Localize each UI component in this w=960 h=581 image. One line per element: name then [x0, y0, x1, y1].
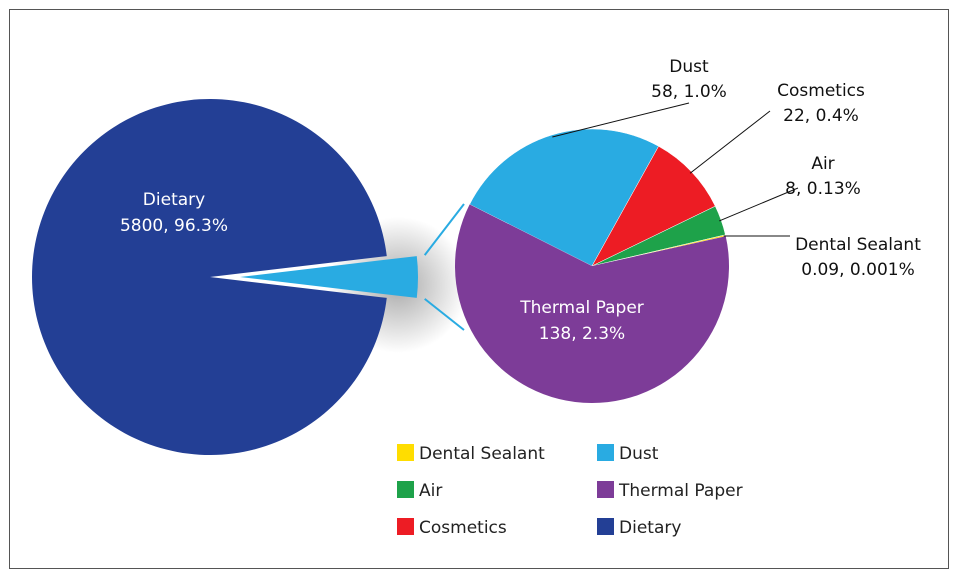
legend-swatch-air: [397, 481, 414, 498]
label-cosmetics-name: Cosmetics: [777, 81, 865, 101]
leader-lines: [552, 102, 799, 237]
legend-label-dietary: Dietary: [619, 518, 681, 538]
legend-swatch-dietary: [597, 518, 614, 535]
label-thermal-name: Thermal Paper: [519, 298, 644, 318]
connector-lines: [423, 203, 465, 331]
label-dust-name: Dust: [669, 57, 709, 77]
label-dietary-value: 5800, 96.3%: [120, 216, 228, 236]
legend-label-air: Air: [419, 481, 442, 501]
connector-bottom: [424, 298, 465, 331]
legend-swatch-cosmetics: [397, 518, 414, 535]
leader-line-cosmetics: [689, 110, 771, 174]
legend-label-dental: Dental Sealant: [419, 444, 545, 464]
primary-pie: [31, 99, 418, 456]
slice-thermal: [454, 204, 729, 403]
legend-swatch-thermal: [597, 481, 614, 498]
slice-other-exploded: [240, 256, 418, 298]
label-dental-name: Dental Sealant: [795, 235, 921, 255]
legend-swatch-dust: [597, 444, 614, 461]
label-dental-value: 0.09, 0.001%: [801, 260, 914, 280]
leader-line-dust: [552, 102, 690, 138]
label-air-value: 8, 0.13%: [785, 179, 861, 199]
secondary-pie: [454, 128, 729, 403]
label-dust-value: 58, 1.0%: [651, 82, 727, 102]
connector-top: [423, 203, 465, 256]
slice-dust: [469, 128, 659, 267]
legend-label-dust: Dust: [619, 444, 659, 464]
label-thermal-value: 138, 2.3%: [539, 324, 625, 344]
legend-label-thermal: Thermal Paper: [618, 481, 743, 501]
label-air-name: Air: [811, 154, 834, 174]
label-cosmetics-value: 22, 0.4%: [783, 106, 859, 126]
leader-line-air: [719, 187, 799, 222]
label-dietary-name: Dietary: [143, 190, 205, 210]
slice-dietary: [31, 99, 387, 456]
legend-label-cosmetics: Cosmetics: [419, 518, 507, 538]
legend-swatch-dental: [397, 444, 414, 461]
legend: Dental Sealant Dust Air Thermal Paper Co…: [397, 444, 743, 538]
